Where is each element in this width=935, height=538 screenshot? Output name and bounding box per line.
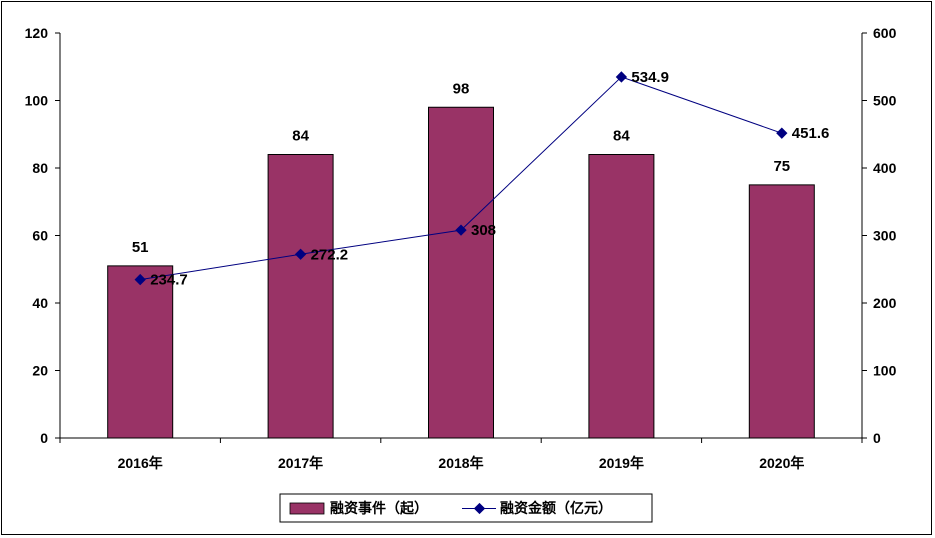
x-tick-label: 2019年 bbox=[599, 455, 644, 471]
y-left-tick-label: 100 bbox=[25, 93, 49, 109]
y-left-tick-label: 120 bbox=[25, 25, 49, 41]
legend: 融资事件（起） 融资金额（亿元） bbox=[279, 493, 653, 523]
bar-data-label: 84 bbox=[292, 128, 309, 145]
bar bbox=[748, 184, 815, 439]
y-right-tick-label: 0 bbox=[873, 430, 881, 446]
line-point bbox=[134, 273, 146, 286]
y-right-tick-label: 600 bbox=[873, 25, 897, 41]
line-data-label: 308 bbox=[471, 222, 496, 239]
legend-swatch-marker bbox=[473, 502, 486, 515]
axes: 0 20 40 60 80 100 120 0 100 200 300 400 500 600 2016年 2… bbox=[25, 25, 897, 471]
y-right-tick-label: 400 bbox=[873, 160, 897, 176]
legend-swatch-bar bbox=[289, 502, 325, 515]
bar bbox=[107, 265, 174, 439]
line-data-label: 534.9 bbox=[631, 69, 669, 86]
bar-data-label: 51 bbox=[132, 239, 149, 256]
line-point bbox=[455, 224, 467, 236]
bar-data-label: 84 bbox=[613, 128, 630, 145]
line-data-label: 451.6 bbox=[792, 125, 830, 142]
bar-series bbox=[107, 106, 815, 439]
y-right-tick-label: 100 bbox=[873, 363, 897, 379]
y-right-tick-label: 200 bbox=[873, 295, 897, 311]
data-labels: 51 84 98 84 75 234.7 272.2 308 534.9 451.6 bbox=[132, 69, 829, 289]
y-left-tick-label: 80 bbox=[32, 160, 48, 176]
bar bbox=[267, 154, 334, 439]
y-left-tick-label: 20 bbox=[32, 363, 48, 379]
y-left-tick-label: 40 bbox=[32, 295, 48, 311]
bar-data-label: 98 bbox=[453, 80, 470, 97]
legend-label-line: 融资金额（亿元） bbox=[500, 500, 612, 517]
line-point bbox=[776, 127, 788, 139]
line-data-label: 234.7 bbox=[150, 272, 188, 289]
line-series bbox=[134, 71, 788, 286]
line-data-label: 272.2 bbox=[311, 246, 349, 263]
bar bbox=[428, 106, 494, 439]
bar-data-label: 75 bbox=[773, 158, 790, 175]
y-right-tick-label: 500 bbox=[873, 93, 897, 109]
line-point bbox=[294, 248, 307, 260]
y-right-tick-label: 300 bbox=[873, 228, 897, 244]
x-tick-label: 2020年 bbox=[759, 455, 804, 471]
y-left-tick-label: 60 bbox=[32, 228, 48, 244]
y-left-tick-label: 0 bbox=[40, 430, 48, 446]
legend-label-bar: 融资事件（起） bbox=[330, 500, 428, 517]
x-tick-label: 2017年 bbox=[278, 455, 323, 471]
x-tick-label: 2016年 bbox=[118, 455, 163, 471]
x-tick-label: 2018年 bbox=[438, 455, 483, 471]
bar bbox=[588, 154, 655, 439]
